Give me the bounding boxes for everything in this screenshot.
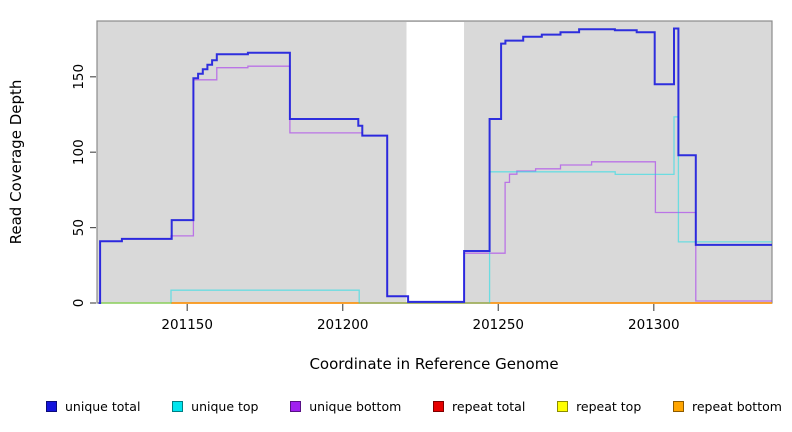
legend-item-unique-top: unique top: [172, 399, 258, 414]
y-tick-label: 150: [71, 64, 87, 90]
legend-swatch-repeat-top: [557, 401, 569, 412]
y-tick-label: 100: [71, 139, 87, 165]
y-axis-title: Read Coverage Depth: [7, 80, 25, 245]
legend-swatch-unique-top: [172, 401, 184, 412]
x-axis-title: Coordinate in Reference Genome: [309, 355, 558, 373]
x-tick-label: 201250: [472, 317, 524, 333]
legend-swatch-repeat-bottom: [673, 401, 684, 412]
legend-swatch-unique-total: [46, 401, 57, 412]
legend-swatch-unique-bottom: [290, 401, 302, 412]
legend-label-repeat-bottom: repeat bottom: [692, 399, 782, 414]
legend-label-unique-bottom: unique bottom: [309, 399, 402, 414]
y-tick-label: 0: [71, 299, 87, 308]
series-line-unique-total: [98, 27, 772, 304]
legend-item-unique-total: unique total: [46, 399, 140, 414]
legend-item-repeat-top: repeat top: [557, 399, 641, 414]
y-tick-label: 50: [71, 219, 87, 236]
x-tick-label: 201150: [161, 317, 213, 333]
legend-label-repeat-top: repeat top: [576, 399, 642, 414]
x-tick-label: 201200: [317, 317, 369, 333]
legend-item-repeat-total: repeat total: [433, 399, 525, 414]
legend-label-unique-total: unique total: [65, 399, 141, 414]
chart-canvas: 201150 201200 201250 201300 0 50 100 150 Coordi…: [7, 20, 773, 373]
legend-label-repeat-total: repeat total: [452, 399, 526, 414]
legend-item-repeat-bottom: repeat bottom: [673, 399, 782, 414]
x-tick-label: 201300: [628, 317, 680, 333]
legend: unique total unique top unique bottom repea…: [46, 399, 782, 414]
no-data-gap: [406, 22, 465, 303]
legend-label-unique-top: unique top: [191, 399, 259, 414]
legend-swatch-repeat-total: [433, 401, 445, 412]
legend-item-unique-bottom: unique bottom: [290, 399, 401, 414]
